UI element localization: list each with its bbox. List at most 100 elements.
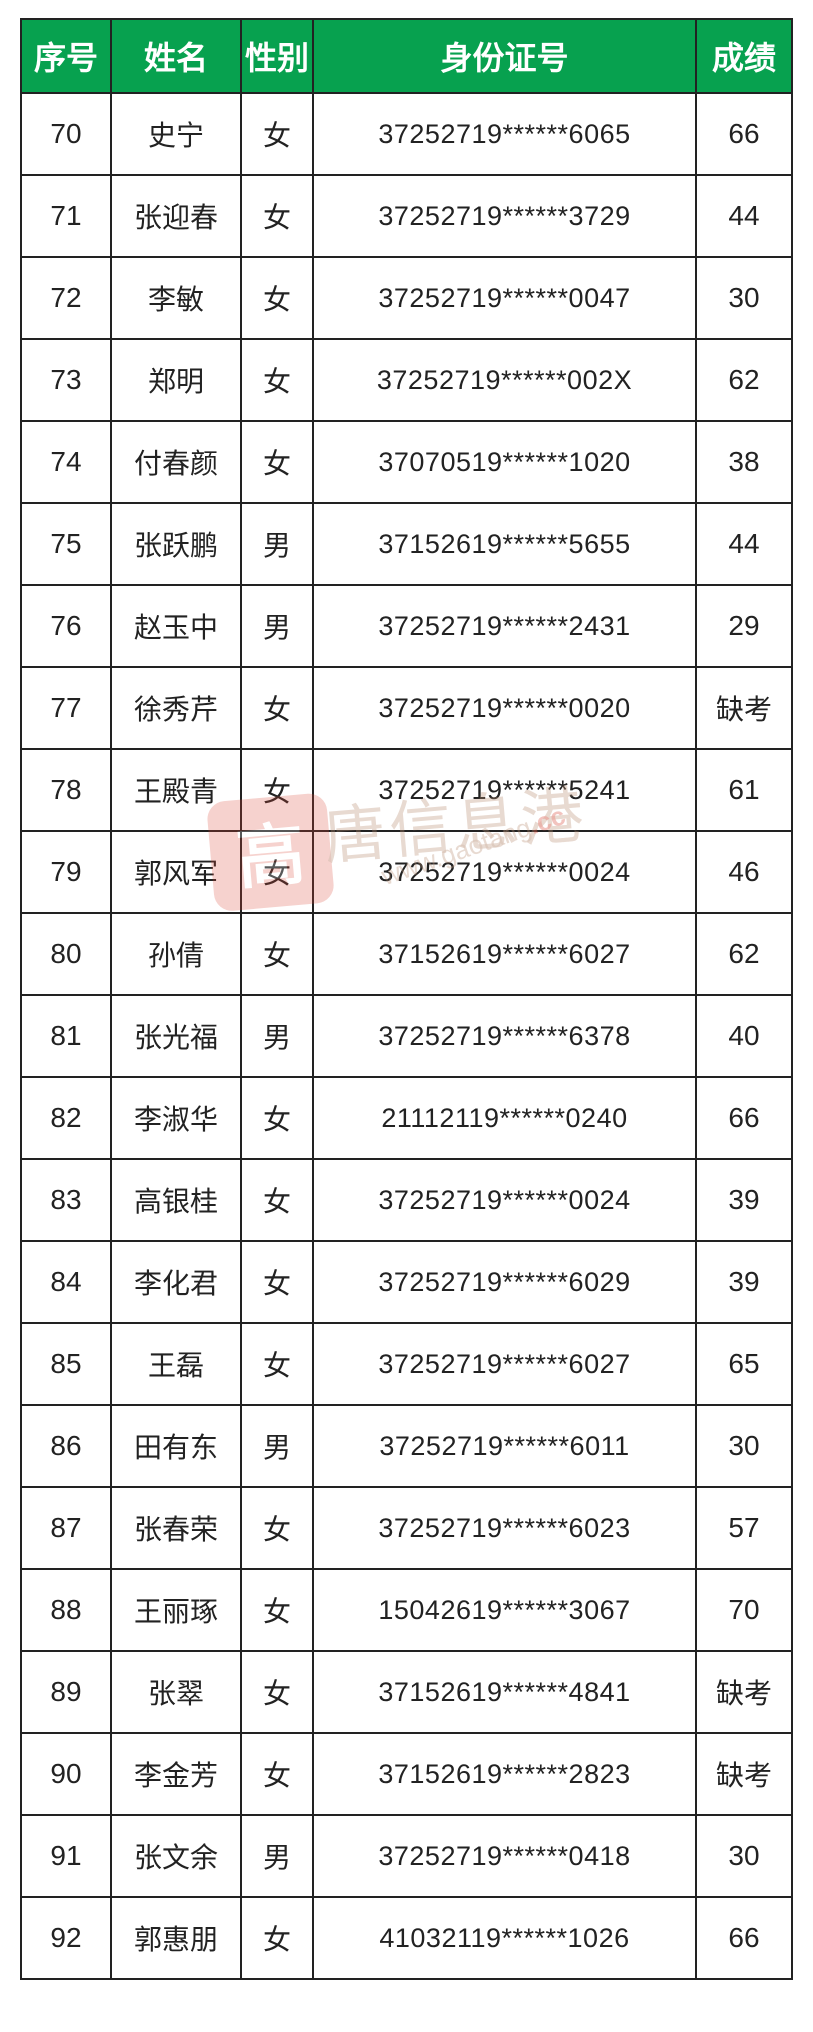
cell-id: 37252719******0024: [313, 1159, 696, 1241]
cell-score: 65: [696, 1323, 792, 1405]
cell-score: 缺考: [696, 667, 792, 749]
cell-name: 史宁: [111, 93, 241, 175]
table-row: 85王磊女37252719******602765: [21, 1323, 792, 1405]
cell-sex: 女: [241, 667, 313, 749]
cell-sex: 女: [241, 1487, 313, 1569]
col-header-sex: 性别: [241, 19, 313, 93]
table-row: 86田有东男37252719******601130: [21, 1405, 792, 1487]
cell-score: 66: [696, 1897, 792, 1979]
cell-seq: 81: [21, 995, 111, 1077]
cell-seq: 87: [21, 1487, 111, 1569]
cell-sex: 男: [241, 503, 313, 585]
cell-seq: 77: [21, 667, 111, 749]
table-row: 75张跃鹏男37152619******565544: [21, 503, 792, 585]
cell-id: 37252719******0047: [313, 257, 696, 339]
cell-seq: 91: [21, 1815, 111, 1897]
cell-seq: 73: [21, 339, 111, 421]
table-row: 77徐秀芹女37252719******0020缺考: [21, 667, 792, 749]
table-row: 92郭惠朋女41032119******102666: [21, 1897, 792, 1979]
table-row: 72李敏女37252719******004730: [21, 257, 792, 339]
cell-seq: 89: [21, 1651, 111, 1733]
cell-score: 30: [696, 257, 792, 339]
cell-sex: 女: [241, 1159, 313, 1241]
cell-seq: 82: [21, 1077, 111, 1159]
cell-score: 缺考: [696, 1733, 792, 1815]
cell-id: 37252719******0024: [313, 831, 696, 913]
cell-id: 37252719******0020: [313, 667, 696, 749]
cell-id: 37252719******2431: [313, 585, 696, 667]
cell-name: 张春荣: [111, 1487, 241, 1569]
table-row: 80孙倩女37152619******602762: [21, 913, 792, 995]
cell-seq: 92: [21, 1897, 111, 1979]
cell-id: 37252719******002X: [313, 339, 696, 421]
cell-score: 66: [696, 93, 792, 175]
cell-sex: 女: [241, 1569, 313, 1651]
cell-name: 李化君: [111, 1241, 241, 1323]
cell-sex: 女: [241, 831, 313, 913]
table-body: 70史宁女37252719******60656671张迎春女37252719*…: [21, 93, 792, 1979]
cell-score: 39: [696, 1241, 792, 1323]
cell-id: 37152619******2823: [313, 1733, 696, 1815]
cell-sex: 女: [241, 1651, 313, 1733]
col-header-score: 成绩: [696, 19, 792, 93]
cell-name: 张翠: [111, 1651, 241, 1733]
cell-score: 39: [696, 1159, 792, 1241]
cell-name: 高银桂: [111, 1159, 241, 1241]
cell-seq: 90: [21, 1733, 111, 1815]
cell-sex: 女: [241, 1323, 313, 1405]
cell-id: 37152619******6027: [313, 913, 696, 995]
cell-id: 37252719******0418: [313, 1815, 696, 1897]
cell-sex: 女: [241, 1733, 313, 1815]
table-header-row: 序号 姓名 性别 身份证号 成绩: [21, 19, 792, 93]
cell-score: 70: [696, 1569, 792, 1651]
cell-id: 37252719******5241: [313, 749, 696, 831]
cell-id: 37252719******6027: [313, 1323, 696, 1405]
cell-name: 王丽琢: [111, 1569, 241, 1651]
table-row: 87张春荣女37252719******602357: [21, 1487, 792, 1569]
cell-seq: 79: [21, 831, 111, 913]
cell-sex: 女: [241, 1241, 313, 1323]
results-table-container: 唐信息港 www.gaotang.cc 序号 姓名 性别 身份证号 成绩 70史…: [0, 0, 813, 1998]
table-row: 71张迎春女37252719******372944: [21, 175, 792, 257]
cell-sex: 女: [241, 93, 313, 175]
cell-name: 王磊: [111, 1323, 241, 1405]
cell-id: 37070519******1020: [313, 421, 696, 503]
cell-sex: 男: [241, 1405, 313, 1487]
cell-seq: 72: [21, 257, 111, 339]
cell-score: 缺考: [696, 1651, 792, 1733]
cell-name: 孙倩: [111, 913, 241, 995]
cell-seq: 86: [21, 1405, 111, 1487]
cell-name: 郭风军: [111, 831, 241, 913]
cell-score: 44: [696, 503, 792, 585]
cell-id: 41032119******1026: [313, 1897, 696, 1979]
table-row: 82李淑华女21112119******024066: [21, 1077, 792, 1159]
cell-id: 37252719******6065: [313, 93, 696, 175]
cell-id: 21112119******0240: [313, 1077, 696, 1159]
table-row: 84李化君女37252719******602939: [21, 1241, 792, 1323]
cell-id: 37252719******3729: [313, 175, 696, 257]
table-row: 78王殿青女37252719******524161: [21, 749, 792, 831]
cell-name: 张跃鹏: [111, 503, 241, 585]
cell-name: 李淑华: [111, 1077, 241, 1159]
cell-seq: 71: [21, 175, 111, 257]
table-row: 70史宁女37252719******606566: [21, 93, 792, 175]
cell-sex: 女: [241, 913, 313, 995]
table-row: 74付春颜女37070519******102038: [21, 421, 792, 503]
table-row: 79郭风军女37252719******002446: [21, 831, 792, 913]
cell-score: 38: [696, 421, 792, 503]
cell-id: 37252719******6011: [313, 1405, 696, 1487]
table-row: 83高银桂女37252719******002439: [21, 1159, 792, 1241]
cell-name: 田有东: [111, 1405, 241, 1487]
cell-name: 赵玉中: [111, 585, 241, 667]
cell-name: 王殿青: [111, 749, 241, 831]
cell-sex: 女: [241, 749, 313, 831]
col-header-name: 姓名: [111, 19, 241, 93]
cell-score: 30: [696, 1815, 792, 1897]
cell-name: 付春颜: [111, 421, 241, 503]
cell-seq: 84: [21, 1241, 111, 1323]
cell-name: 徐秀芹: [111, 667, 241, 749]
cell-name: 李敏: [111, 257, 241, 339]
cell-sex: 女: [241, 339, 313, 421]
results-table: 序号 姓名 性别 身份证号 成绩 70史宁女37252719******6065…: [20, 18, 793, 1980]
col-header-seq: 序号: [21, 19, 111, 93]
